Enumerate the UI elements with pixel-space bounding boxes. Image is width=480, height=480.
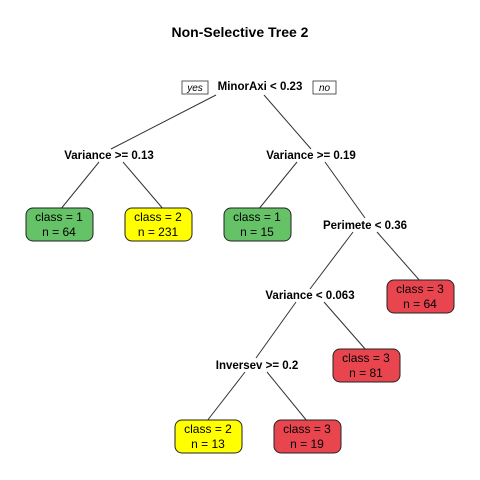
edge-inversev-leafg [266,371,308,422]
leaf-a-box [25,207,94,242]
leaf-b-n: n = 231 [138,225,179,239]
edge-perimete-variance [309,231,354,290]
leaf-node-f: class = 2 n = 13 [174,419,243,454]
no-label-box [312,80,337,95]
edge-root-left [110,94,217,150]
yes-branch-label: yes [181,80,209,95]
edge-right-leafc [257,161,298,211]
chart-title: Non-Selective Tree 2 [172,24,309,40]
leaf-node-g: class = 3 n = 19 [273,419,342,454]
leaf-node-a: class = 1 n = 64 [25,207,94,242]
edge-variance-leafe [323,301,367,351]
leaf-c-box [223,207,292,242]
split-rr-left: Variance < 0.063 [265,290,354,302]
split-nodes: MinorAxi < 0.23 Variance >= 0.13 Varianc… [64,78,407,372]
leaf-e-n: n = 81 [349,366,383,380]
split-right-right: Perimete < 0.36 [323,220,407,232]
tree-edges [59,94,422,422]
leaf-b-class: class = 2 [134,210,182,224]
edge-right-perimete [324,161,366,219]
leaf-node-c: class = 1 n = 15 [223,207,292,242]
leaf-c-n: n = 15 [240,225,274,239]
leaf-f-class: class = 2 [184,422,232,436]
edge-perimete-leafd [376,231,422,283]
leaf-node-e: class = 3 n = 81 [332,348,401,383]
leaf-g-class: class = 3 [283,422,331,436]
leaf-a-class: class = 1 [35,210,83,224]
split-left: Variance >= 0.13 [64,150,154,162]
split-rrl-left: Inversev >= 0.2 [216,360,298,372]
no-label: no [319,83,331,94]
leaf-c-class: class = 1 [233,210,281,224]
leaf-a-n: n = 64 [42,225,76,239]
leaf-f-box [174,419,243,454]
leaf-d-n: n = 64 [403,297,437,311]
edge-inversev-leaff [206,371,246,422]
root-split-bg [211,78,311,94]
leaf-g-n: n = 19 [290,437,324,451]
leaf-f-n: n = 13 [191,437,225,451]
leaf-b-box [124,207,193,242]
no-branch-label: no [312,80,337,95]
edge-left-leafa [59,161,100,211]
split-right: Variance >= 0.19 [266,150,356,162]
edge-variance-inversev [255,301,297,359]
leaf-node-b: class = 2 n = 231 [124,207,193,242]
leaf-node-d: class = 3 n = 64 [386,279,455,314]
leaf-d-class: class = 3 [396,282,444,296]
leaf-d-box [386,279,455,314]
edge-root-right [263,94,312,150]
leaf-e-class: class = 3 [342,351,390,365]
yes-label: yes [186,83,203,94]
split-root: MinorAxi < 0.23 [218,81,303,93]
leaf-e-box [332,348,401,383]
edge-left-leafb [122,161,165,211]
leaf-g-box [273,419,342,454]
yes-label-box [181,80,209,95]
